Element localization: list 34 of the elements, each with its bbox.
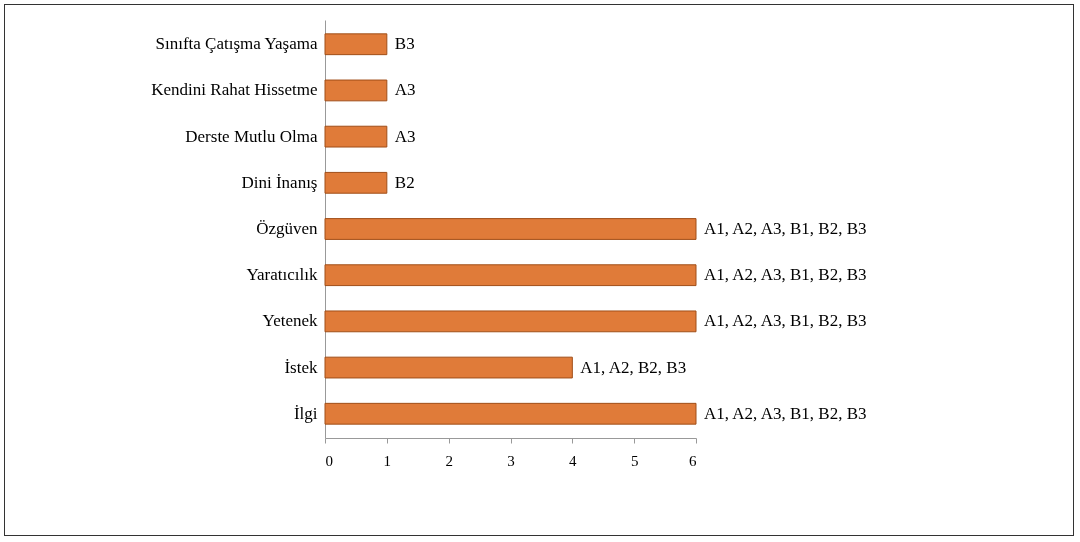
data-label: A1, A2, A3, B1, B2, B3: [704, 311, 867, 331]
x-tick-label: 6: [689, 452, 697, 469]
y-tick-label: Yaratıcılık: [246, 265, 318, 285]
y-tick-label: Derste Mutlu Olma: [185, 126, 318, 146]
bar: [324, 264, 697, 287]
data-label: B3: [394, 34, 415, 54]
data-label: A3: [394, 126, 416, 146]
x-tick-label: 4: [569, 452, 578, 469]
bar: [324, 125, 388, 148]
y-tick-label: Yetenek: [262, 311, 318, 331]
data-label: A3: [394, 80, 416, 100]
bar: [324, 356, 573, 379]
y-tick-label: Özgüven: [256, 219, 318, 238]
bar: [324, 79, 388, 102]
x-tick-label: 2: [445, 452, 453, 469]
y-tick-label: Kendini Rahat Hissetme: [151, 80, 318, 100]
data-label: A1, A2, B2, B3: [580, 357, 687, 377]
x-tick-label: 1: [383, 452, 392, 469]
y-tick-label: Dini İnanış: [241, 172, 318, 192]
bar: [324, 33, 388, 56]
bar: [324, 310, 697, 333]
x-tick-label: 5: [630, 452, 639, 469]
x-tick-label: 3: [507, 452, 515, 469]
y-tick-label: İstek: [284, 357, 318, 377]
y-tick-label: Sınıfta Çatışma Yaşama: [155, 34, 318, 54]
y-tick-label: İlgi: [293, 403, 318, 423]
data-label: A1, A2, A3, B1, B2, B3: [704, 403, 867, 423]
data-label: A1, A2, A3, B1, B2, B3: [704, 265, 867, 285]
bar: [324, 402, 697, 425]
x-tick-label: 0: [325, 452, 333, 469]
data-label: A1, A2, A3, B1, B2, B3: [704, 219, 867, 238]
data-label: B2: [394, 172, 415, 192]
bar: [324, 218, 697, 240]
bar: [324, 171, 388, 194]
